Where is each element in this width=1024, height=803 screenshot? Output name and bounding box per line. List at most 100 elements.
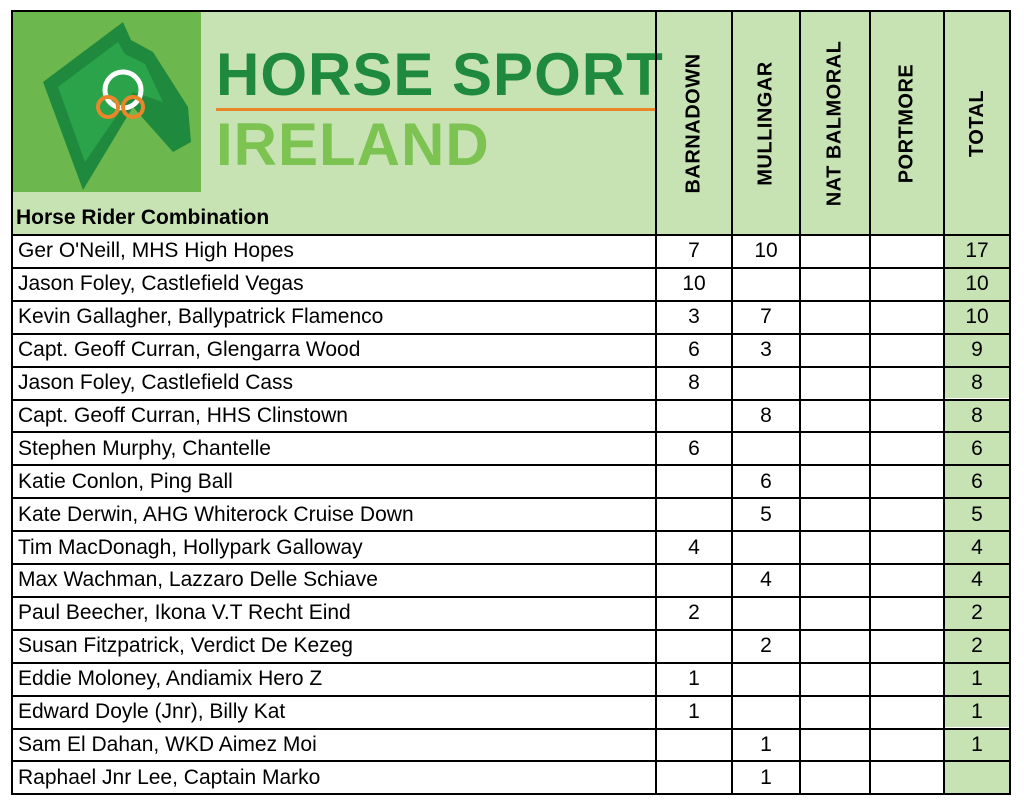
cell-mullingar: [733, 697, 799, 728]
cell-nat-balmoral: [801, 532, 869, 563]
table-row: Edward Doyle (Jnr), Billy Kat 1 1: [11, 696, 1011, 728]
table-row: Tim MacDonagh, Hollypark Galloway 4 4: [11, 532, 1011, 563]
grid-line-column: [799, 10, 801, 793]
cell-barnadown: 6: [688, 338, 700, 362]
cell-nat-balmoral: [801, 762, 869, 793]
cell-nat-balmoral: [801, 269, 869, 300]
grid-line-column: [655, 10, 657, 793]
cell-total: 1: [945, 729, 1009, 761]
table-row: Kate Derwin, AHG Whiterock Cruise Down 5 5: [11, 499, 1011, 531]
cell-portmore: [871, 631, 943, 662]
cell-name: Eddie Moloney, Andiamix Hero Z: [18, 667, 323, 691]
grid-line-row: [11, 497, 1011, 500]
cell-name: Max Wachman, Lazzaro Delle Schiave: [18, 568, 378, 592]
cell-total: 4: [945, 532, 1009, 563]
cell-mullingar: 5: [760, 502, 772, 526]
table-row: Capt. Geoff Curran, HHS Clinstown 8 8: [11, 400, 1011, 432]
brand-title: HORSE SPORT: [216, 41, 664, 108]
cell-mullingar: 7: [760, 305, 772, 329]
grid-line-column: [1009, 10, 1011, 793]
cell-mullingar: 10: [754, 239, 778, 263]
cell-total: 2: [945, 630, 1009, 662]
column-header-nat-balmoral: NAT BALMORAL: [823, 40, 846, 206]
grid-line-top: [11, 10, 1011, 12]
grid-line-row: [11, 563, 1011, 565]
grid-line-column: [869, 10, 871, 793]
cell-mullingar: 6: [760, 469, 772, 493]
cell-portmore: [871, 466, 943, 497]
cell-nat-balmoral: [801, 466, 869, 497]
grid-line-row: [11, 694, 1011, 697]
brand-subtitle: IRELAND: [216, 111, 490, 178]
cell-portmore: [871, 368, 943, 399]
cell-total: 8: [945, 367, 1009, 399]
cell-mullingar: [733, 664, 799, 695]
cell-nat-balmoral: [801, 664, 869, 695]
cell-nat-balmoral: [801, 499, 869, 530]
cell-portmore: [871, 762, 943, 793]
horse-head-logo: [13, 12, 201, 192]
cell-name: Jason Foley, Castlefield Cass: [18, 371, 294, 395]
cell-nat-balmoral: [801, 433, 869, 464]
cell-portmore: [871, 302, 943, 333]
cell-total: 6: [945, 466, 1009, 498]
cell-mullingar: 8: [760, 403, 772, 427]
cell-mullingar: [733, 532, 799, 563]
cell-portmore: [871, 269, 943, 300]
cell-nat-balmoral: [801, 631, 869, 662]
cell-nat-balmoral: [801, 401, 869, 432]
grid-line-row: [11, 628, 1011, 631]
cell-barnadown: 6: [688, 436, 700, 460]
cell-name: Sam El Dahan, WKD Aimez Moi: [18, 732, 317, 756]
cell-total: 8: [945, 400, 1009, 432]
cell-total: 4: [945, 565, 1009, 596]
table-row: Sam El Dahan, WKD Aimez Moi 1 1: [11, 729, 1011, 761]
cell-name: Katie Conlon, Ping Ball: [18, 469, 233, 493]
cell-name: Ger O'Neill, MHS High Hopes: [18, 239, 294, 263]
cell-portmore: [871, 598, 943, 629]
cell-mullingar: [733, 368, 799, 399]
cell-barnadown: [657, 401, 731, 432]
cell-nat-balmoral: [801, 598, 869, 629]
cell-total: 1: [945, 696, 1009, 728]
table-row: Jason Foley, Castlefield Cass 8 8: [11, 367, 1011, 399]
grid-line-row: [11, 365, 1011, 368]
cell-portmore: [871, 697, 943, 728]
cell-barnadown: 7: [688, 239, 700, 263]
grid-line-row: [11, 760, 1011, 763]
table-row: Capt. Geoff Curran, Glengarra Wood 6 3 9: [11, 334, 1011, 366]
table-row: Susan Fitzpatrick, Verdict De Kezeg 2 2: [11, 630, 1011, 662]
cell-mullingar: 1: [760, 765, 772, 789]
cell-nat-balmoral: [801, 302, 869, 333]
cell-nat-balmoral: [801, 335, 869, 366]
grid-line-row: [11, 299, 1011, 302]
cell-portmore: [871, 335, 943, 366]
cell-portmore: [871, 565, 943, 596]
table-row: Max Wachman, Lazzaro Delle Schiave 4 4: [11, 565, 1011, 596]
cell-mullingar: 3: [760, 338, 772, 362]
cell-portmore: [871, 236, 943, 267]
grid-line-row: [11, 661, 1011, 664]
table-row: Paul Beecher, Ikona V.T Recht Eind 2 2: [11, 597, 1011, 629]
grid-line-column: [731, 10, 733, 793]
cell-portmore: [871, 532, 943, 563]
cell-barnadown: 3: [688, 305, 700, 329]
table-row: Ger O'Neill, MHS High Hopes 7 10 17: [11, 236, 1011, 267]
cell-barnadown: 4: [688, 535, 700, 559]
cell-mullingar: [733, 269, 799, 300]
cell-total: [945, 762, 1009, 794]
cell-total: 9: [945, 334, 1009, 366]
cell-total: 5: [945, 499, 1009, 531]
cell-name: Kate Derwin, AHG Whiterock Cruise Down: [18, 502, 414, 526]
cell-nat-balmoral: [801, 368, 869, 399]
column-header-mullingar: MULLINGAR: [754, 60, 777, 186]
cell-total: 10: [945, 301, 1009, 333]
grid-line-row: [11, 464, 1011, 467]
cell-barnadown: 1: [688, 700, 700, 724]
combination-column-header: Horse Rider Combination: [16, 206, 270, 229]
grid-line-row: [11, 595, 1011, 598]
grid-line-row: [11, 234, 1011, 236]
cell-total: 10: [945, 268, 1009, 300]
column-header-portmore: PORTMORE: [895, 63, 918, 183]
cell-nat-balmoral: [801, 236, 869, 267]
